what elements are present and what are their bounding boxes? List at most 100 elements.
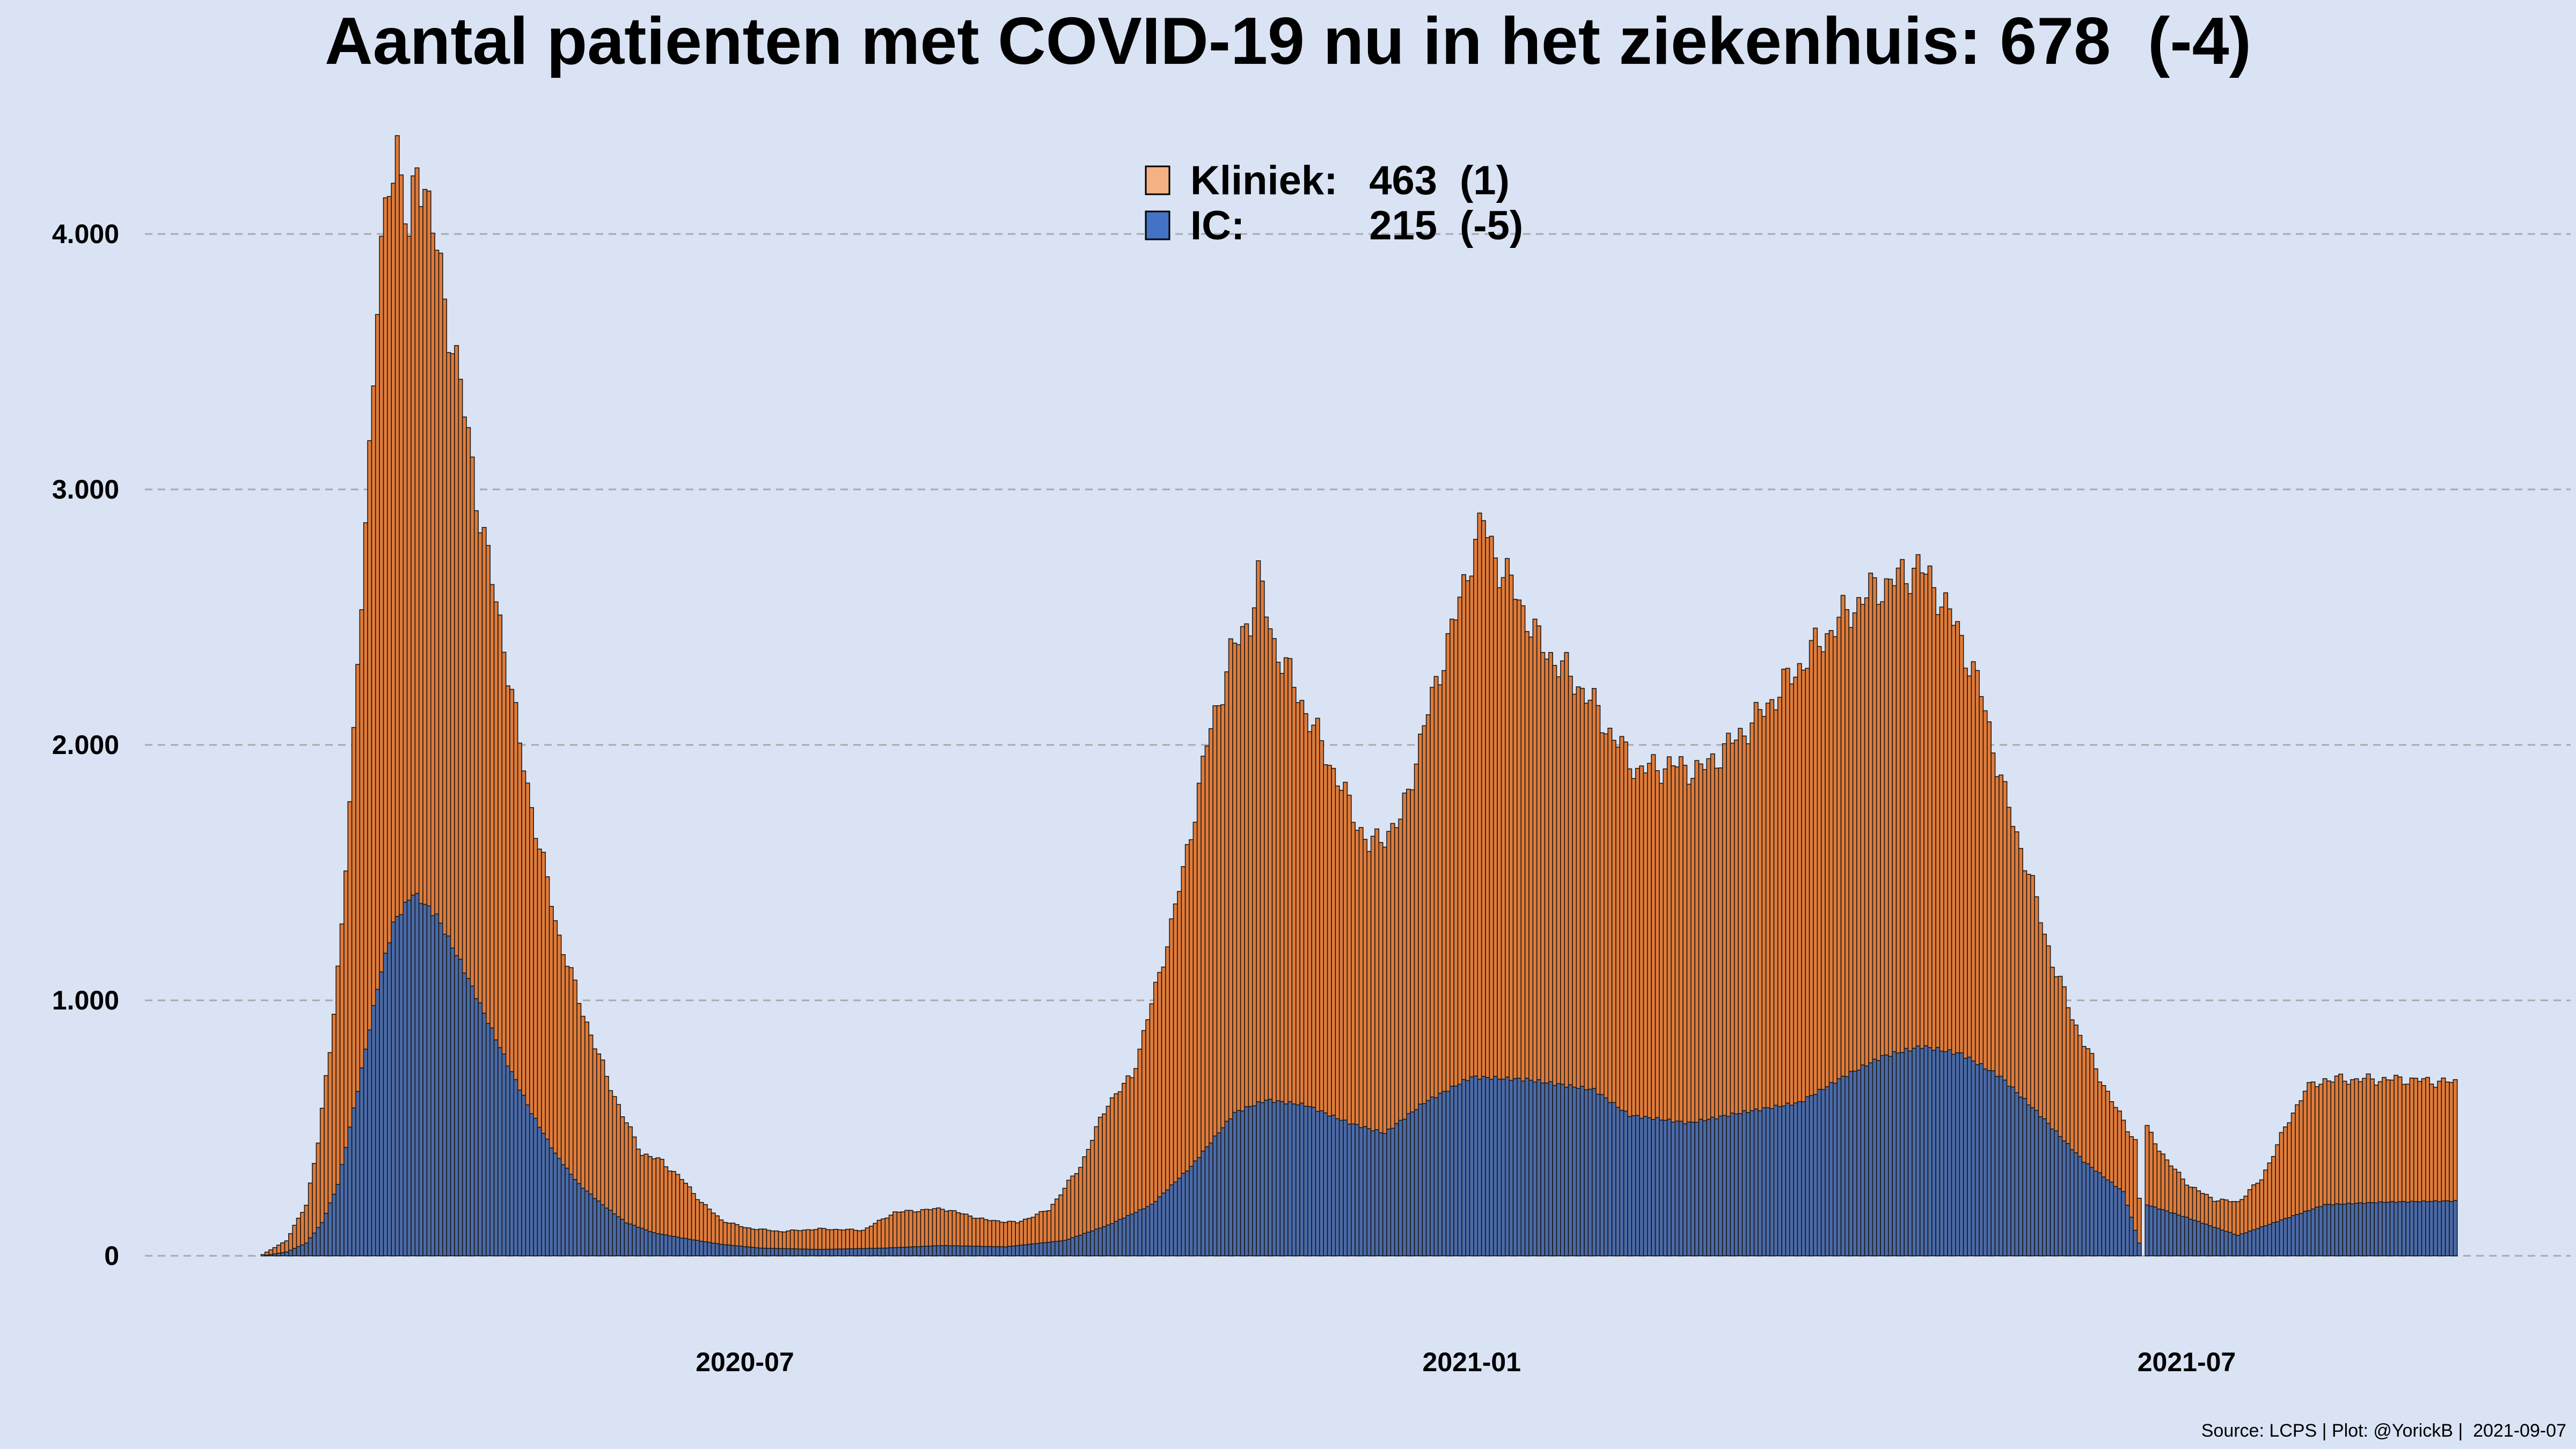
bar-ic [1520, 1080, 1526, 1256]
bar-ic [770, 1248, 775, 1256]
bar-ic [1674, 1121, 1680, 1256]
bar-ic [505, 1065, 510, 1256]
bar-ic [2358, 1202, 2363, 1256]
bar-ic [829, 1248, 835, 1256]
bar-ic [1402, 1118, 1407, 1256]
bar-ic [375, 989, 380, 1256]
bar-ic [493, 1039, 499, 1256]
bar-ic [821, 1249, 826, 1256]
bar-ic [683, 1238, 689, 1256]
bar-ic [1252, 1105, 1257, 1256]
bar-ic [920, 1246, 925, 1256]
bar-ic [2220, 1230, 2225, 1256]
bar-ic [774, 1248, 779, 1256]
bar-ic [2350, 1203, 2355, 1256]
bar-ic [296, 1246, 301, 1256]
bar-ic [2093, 1170, 2098, 1256]
bar-ic [434, 913, 440, 1256]
bar-ic [2263, 1225, 2268, 1256]
bar-ic [1947, 1049, 1952, 1256]
bar-ic [2168, 1212, 2174, 1256]
bar-ic [1338, 1119, 1344, 1256]
bar-ic [1666, 1118, 1672, 1256]
bar-ic [817, 1249, 823, 1256]
bar-ic [813, 1249, 818, 1256]
bar-ic [1204, 1146, 1210, 1256]
bar-ic [943, 1245, 949, 1256]
bar-ic [1177, 1177, 1182, 1256]
bar-ic [276, 1253, 281, 1256]
bar-ic [1631, 1115, 1636, 1256]
bar-ic [1872, 1058, 1877, 1256]
bar-ic [2156, 1208, 2162, 1256]
bar-ic [1809, 1095, 1814, 1256]
bar-ic [600, 1204, 605, 1256]
bar-kliniek [260, 1254, 266, 1256]
bar-ic [347, 1126, 353, 1256]
bar-ic [2441, 1200, 2446, 1256]
bar-ic [2382, 1202, 2387, 1256]
bar-ic [640, 1227, 645, 1256]
legend-change: (-5) [1460, 203, 1523, 248]
bar-ic [1840, 1075, 1846, 1256]
bar-ic [2050, 1128, 2055, 1256]
bar-ic [2196, 1221, 2201, 1256]
bar-ic [968, 1246, 972, 1256]
x-tick-label: 2020-07 [696, 1347, 794, 1377]
bar-ic [402, 902, 408, 1256]
bar-ic [1544, 1082, 1549, 1256]
bar-ic [2006, 1086, 2011, 1256]
bar-ic [1619, 1110, 1624, 1256]
legend-swatch [1145, 210, 1170, 240]
bar-ic [1497, 1078, 1502, 1256]
bar-ic [1035, 1243, 1040, 1256]
bar-ic [806, 1248, 811, 1256]
bar-ic [604, 1208, 609, 1256]
bar-ic [1414, 1109, 1419, 1256]
bar-ic [1030, 1243, 1036, 1256]
bar-ic [2128, 1217, 2134, 1256]
bar-ic [2046, 1123, 2051, 1256]
bar-ic [1433, 1097, 1439, 1256]
bar-ic [1655, 1117, 1660, 1256]
bar-ic [936, 1245, 941, 1256]
legend-value: 463 [1369, 158, 1437, 203]
bar-ic [1904, 1048, 1909, 1256]
bar-ic [647, 1231, 653, 1256]
bar-ic [355, 1091, 361, 1256]
bar-ic [548, 1147, 554, 1256]
bar-ic [268, 1254, 274, 1256]
bar-ic [904, 1247, 910, 1256]
bar-ic [1765, 1107, 1770, 1256]
bar-ic [1568, 1084, 1573, 1256]
bar-ic [786, 1248, 791, 1256]
bar-ic [565, 1167, 570, 1256]
bar-ic [948, 1245, 953, 1256]
bar-ic [1584, 1089, 1589, 1256]
bars [260, 135, 2458, 1256]
bar-ic [2425, 1201, 2430, 1256]
bar-ic [1489, 1079, 1494, 1256]
bar-ic [1122, 1217, 1127, 1256]
bar-ic [1959, 1052, 1964, 1256]
bar-ic [675, 1236, 680, 1256]
bar-ic [608, 1210, 613, 1256]
bar-ic [272, 1253, 277, 1256]
bar-ic [1710, 1116, 1715, 1256]
bar-ic [1990, 1070, 1996, 1256]
bar-ic [489, 1027, 495, 1256]
bar-ic [991, 1246, 997, 1256]
bar-ic [596, 1200, 602, 1256]
bar-ic [652, 1232, 657, 1256]
bar-ic [1062, 1240, 1067, 1256]
bar-ic [1517, 1078, 1522, 1256]
bar-ic [714, 1243, 720, 1256]
bar-ic [1382, 1133, 1387, 1256]
bar-ic [1951, 1053, 1956, 1256]
bar-ic [1907, 1050, 1913, 1256]
bar-ic [2409, 1201, 2414, 1256]
bar-ic [1935, 1046, 1941, 1256]
bar-ic [1315, 1111, 1320, 1256]
bar-ic [971, 1246, 977, 1256]
bar-ic [426, 905, 431, 1256]
